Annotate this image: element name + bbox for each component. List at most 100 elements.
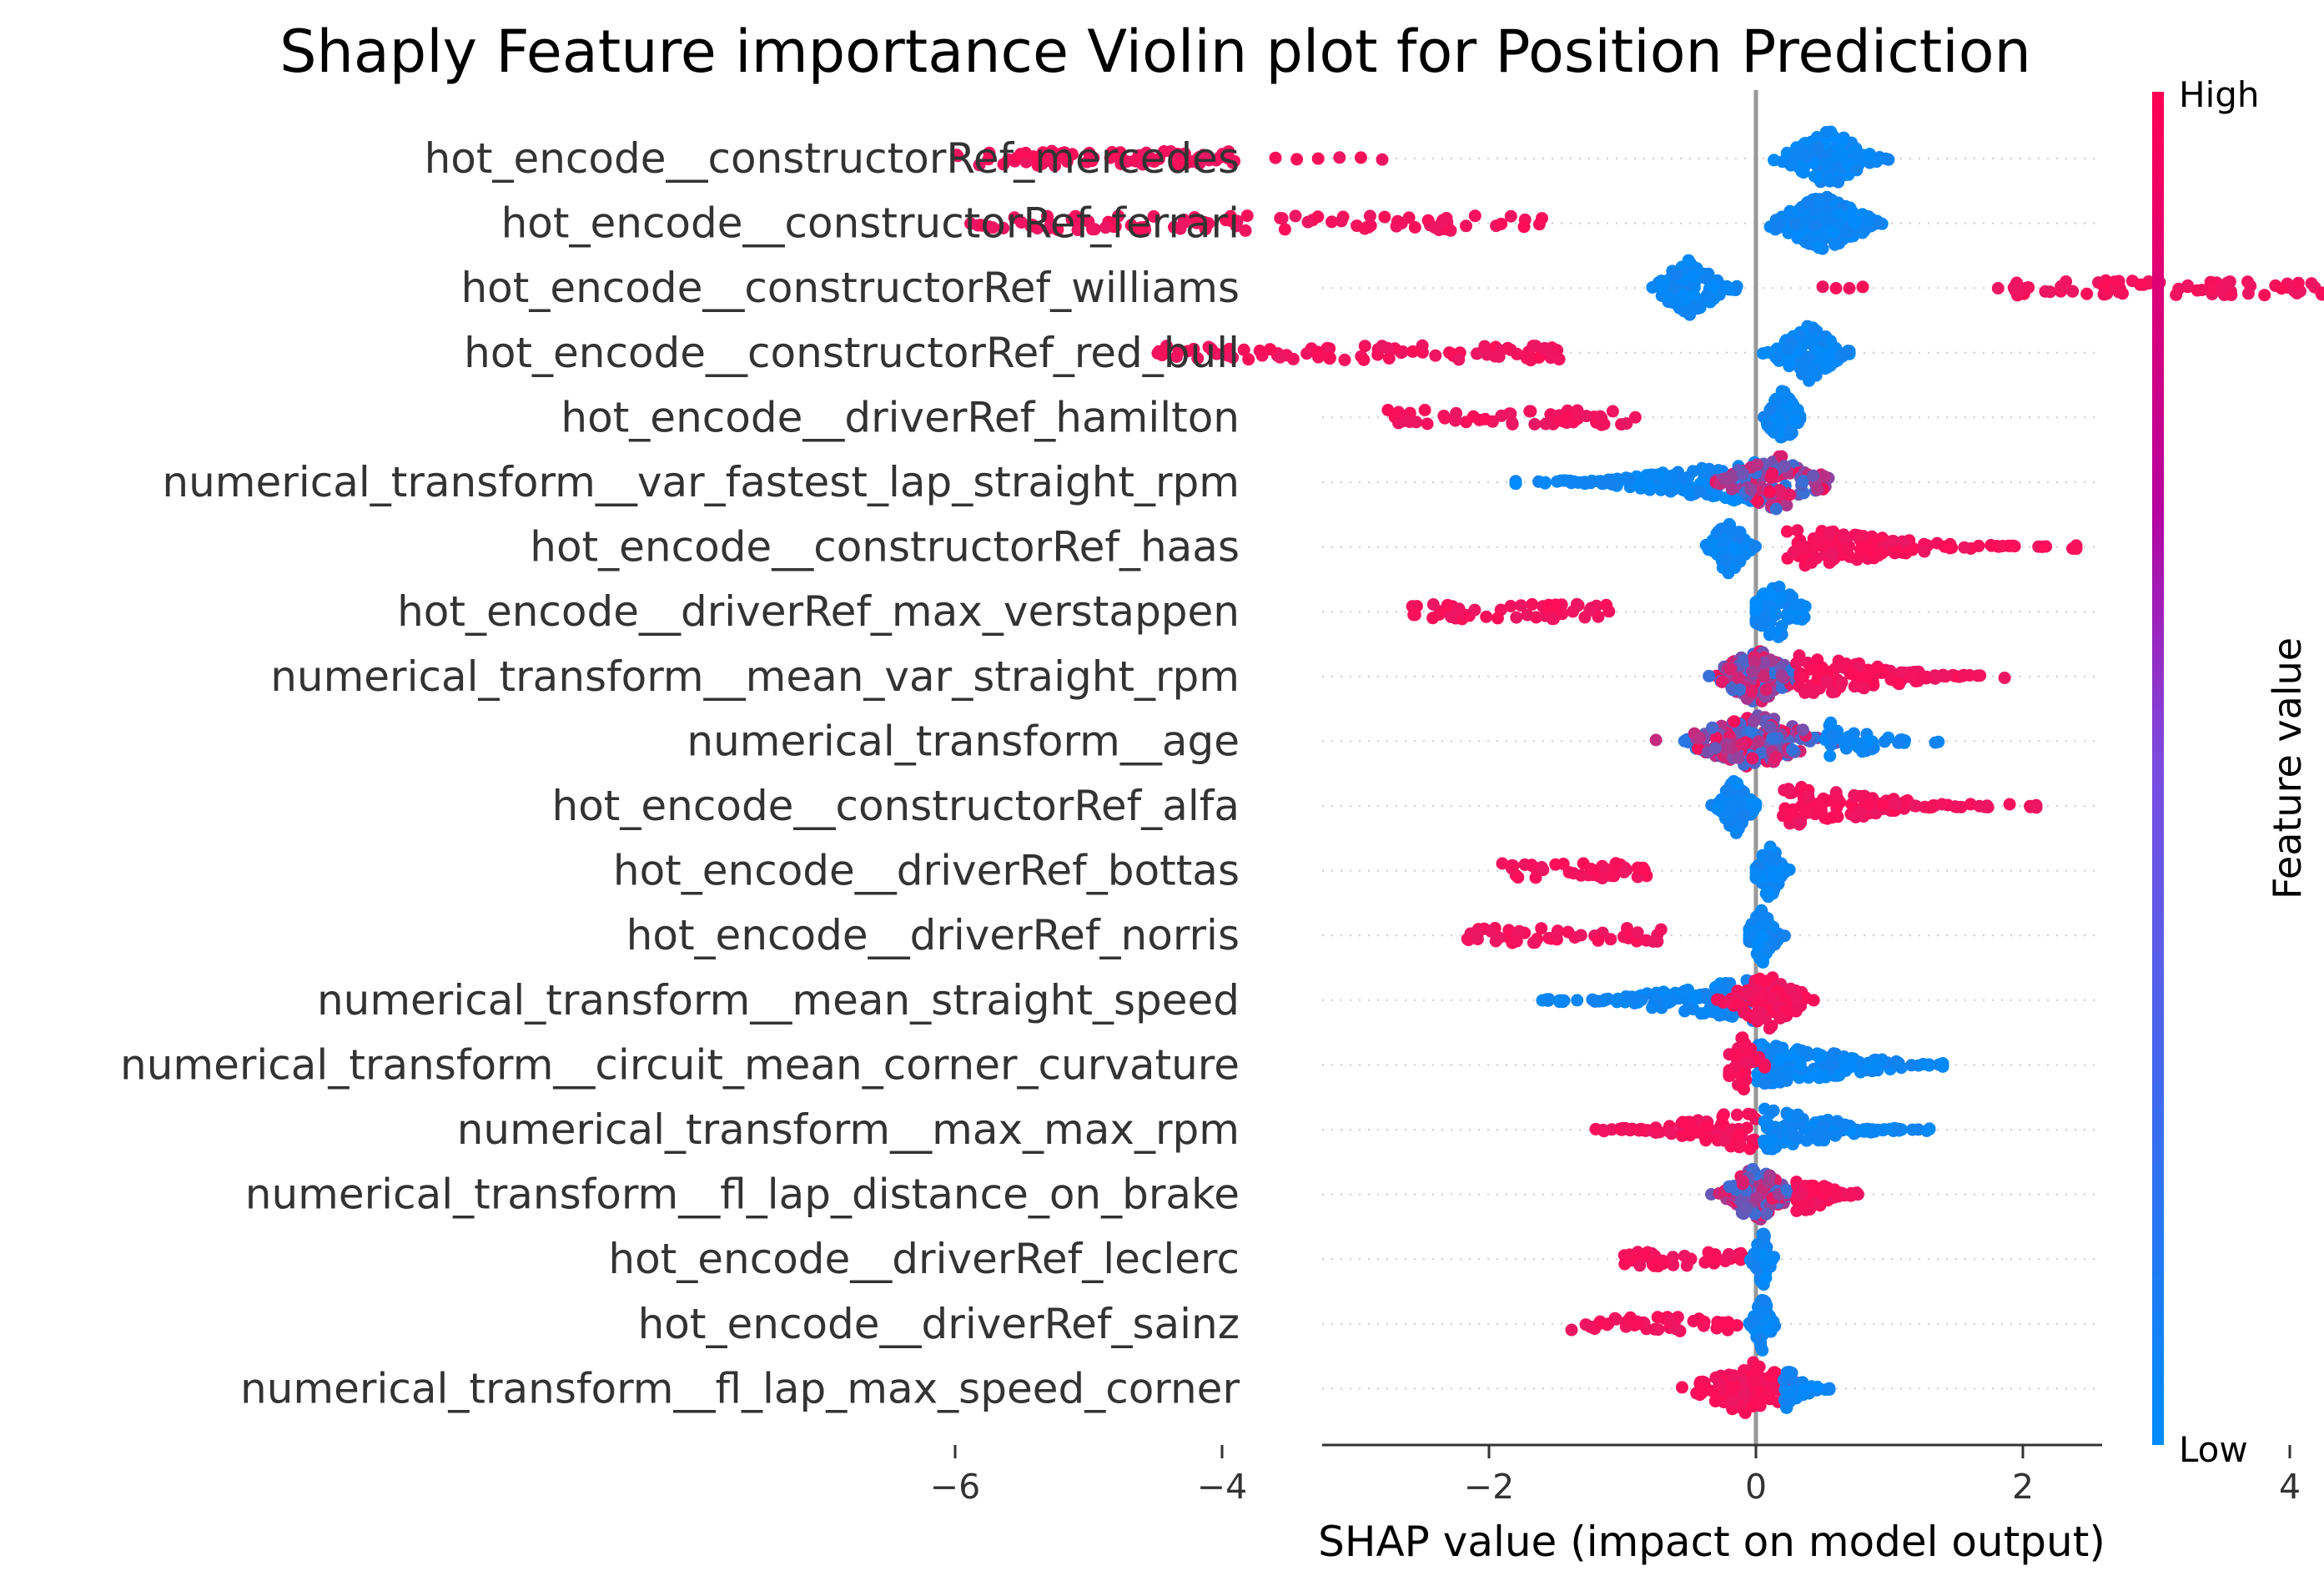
shap-point xyxy=(1667,1251,1679,1264)
shap-point xyxy=(1844,1186,1858,1200)
shap-point xyxy=(1620,417,1633,430)
shap-point xyxy=(1850,553,1864,566)
shap-point xyxy=(1899,546,1913,560)
shap-point xyxy=(1711,802,1724,815)
shap-point xyxy=(1535,922,1548,935)
shap-point xyxy=(1750,1191,1763,1205)
shap-point xyxy=(1775,385,1788,398)
shap-point xyxy=(1991,282,2005,295)
shap-point xyxy=(1468,209,1481,223)
shap-point xyxy=(1574,929,1587,942)
shap-point xyxy=(1112,209,1125,223)
shap-point xyxy=(1088,223,1101,236)
shap-point xyxy=(1274,350,1286,364)
shap-point xyxy=(1878,735,1891,748)
shap-point xyxy=(1866,1058,1879,1070)
shap-point xyxy=(1744,1108,1758,1121)
shap-point xyxy=(1768,992,1781,1005)
shap-point xyxy=(1683,1002,1696,1015)
shap-point xyxy=(1226,156,1240,169)
shap-point xyxy=(1831,791,1844,804)
shap-point xyxy=(1733,1128,1746,1141)
shap-point xyxy=(1719,552,1733,566)
shap-point xyxy=(1605,1123,1618,1136)
shap-point xyxy=(1669,1322,1683,1336)
shap-point xyxy=(1418,404,1431,416)
shap-point xyxy=(1773,1011,1787,1025)
shap-point xyxy=(1087,151,1100,164)
shap-point xyxy=(1725,482,1738,496)
shap-point xyxy=(1763,587,1777,601)
shap-point xyxy=(1733,799,1745,813)
shap-point xyxy=(1823,359,1837,372)
shap-point xyxy=(1738,1387,1751,1401)
shap-point xyxy=(1391,214,1404,228)
shap-point xyxy=(1760,1121,1773,1135)
shap-point xyxy=(1522,350,1536,364)
shap-point xyxy=(1728,542,1742,556)
shap-point xyxy=(1222,145,1235,159)
shap-point xyxy=(1226,351,1240,364)
shap-point xyxy=(1848,216,1861,229)
shap-point xyxy=(1071,224,1084,237)
shap-point xyxy=(1172,343,1185,356)
shap-point xyxy=(1069,211,1082,224)
shap-point xyxy=(1682,254,1695,267)
shap-point xyxy=(1855,672,1869,685)
shap-point xyxy=(1649,733,1663,747)
shap-point xyxy=(975,219,988,232)
shap-point xyxy=(1392,405,1406,419)
shap-point xyxy=(1744,1042,1758,1055)
x-axis-title: SHAP value (impact on model output) xyxy=(1318,1518,2105,1566)
shap-point xyxy=(1651,1311,1664,1324)
shap-point xyxy=(1735,738,1748,751)
shap-point xyxy=(1747,1400,1759,1412)
shap-point xyxy=(2002,539,2015,552)
shap-point xyxy=(1848,680,1861,693)
shap-point xyxy=(1452,602,1466,616)
shap-point xyxy=(1197,149,1210,162)
shap-point xyxy=(1762,1136,1775,1150)
shap-point xyxy=(1854,789,1867,803)
shap-point xyxy=(1579,1318,1592,1332)
shap-point xyxy=(1858,682,1871,695)
shap-point xyxy=(1787,546,1800,559)
shap-point xyxy=(1698,1256,1712,1269)
shap-point xyxy=(1178,149,1191,162)
shap-point xyxy=(1631,926,1644,939)
shap-point xyxy=(1889,797,1903,810)
shap-point xyxy=(1780,609,1793,622)
shap-point xyxy=(1667,281,1680,295)
shap-point xyxy=(1578,476,1592,489)
shap-point xyxy=(1527,936,1540,949)
shap-point xyxy=(1649,1121,1663,1135)
shap-point xyxy=(1708,279,1721,292)
shap-point xyxy=(1157,145,1170,158)
shap-point xyxy=(1437,410,1451,422)
shap-point xyxy=(1974,669,1987,682)
shap-point xyxy=(2003,798,2016,811)
shap-point xyxy=(1748,715,1760,728)
shap-point xyxy=(1311,345,1325,359)
shap-point xyxy=(1854,737,1868,750)
shap-point xyxy=(1441,598,1454,612)
shap-point xyxy=(1749,540,1762,553)
shap-point xyxy=(1816,280,1829,294)
shap-point xyxy=(1429,349,1442,362)
shap-point xyxy=(1802,1071,1815,1085)
shap-point xyxy=(1631,861,1644,874)
shap-point xyxy=(1746,1256,1759,1270)
shap-point xyxy=(1733,1247,1746,1261)
shap-point xyxy=(1722,566,1735,580)
shap-point xyxy=(1757,347,1769,360)
shap-point xyxy=(1791,1108,1804,1121)
shap-point xyxy=(1820,158,1834,171)
shap-point xyxy=(1773,484,1786,496)
shap-point xyxy=(1514,599,1527,612)
shap-point xyxy=(1767,1104,1780,1117)
shap-point xyxy=(1835,676,1849,689)
shap-point xyxy=(1509,477,1522,491)
shap-point xyxy=(1837,528,1850,541)
shap-point xyxy=(1550,929,1563,942)
shap-point xyxy=(1109,220,1122,233)
